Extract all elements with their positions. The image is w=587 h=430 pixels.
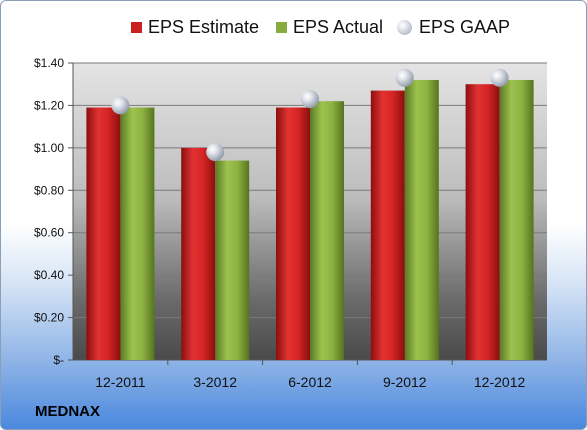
actual-bar <box>310 101 344 360</box>
legend-item-estimate: EPS Estimate <box>131 17 259 38</box>
estimate-bar <box>370 90 405 360</box>
x-axis-ticks: 12-2011 3-2012 6-2012 9-2012 12-2012 <box>95 360 525 390</box>
x-tick-label: 12-2012 <box>474 374 526 390</box>
legend-label-estimate: EPS Estimate <box>148 17 260 37</box>
bars <box>86 79 534 360</box>
y-tick-label: $1.20 <box>34 98 64 112</box>
x-tick-label: 6-2012 <box>288 374 332 390</box>
legend-marker-gaap <box>397 20 412 35</box>
gaap-markers <box>111 68 509 162</box>
y-tick-label: $0.60 <box>34 226 64 240</box>
y-axis-ticks: $- $0.20 $0.40 $0.60 $0.80 $1.00 $1.20 $1.40 <box>34 56 547 367</box>
legend-item-actual: EPS Actual <box>276 17 383 38</box>
x-tick-label: 12-2011 <box>95 374 146 390</box>
y-tick-label: $0.80 <box>34 183 64 197</box>
y-tick-label: $1.00 <box>34 141 64 155</box>
y-tick-label: $- <box>53 353 64 367</box>
gaap-marker <box>301 90 319 109</box>
actual-bar <box>120 107 155 360</box>
estimate-bar <box>276 107 310 360</box>
y-tick-label: $0.20 <box>34 311 64 325</box>
y-tick-label: $0.40 <box>34 268 64 282</box>
estimate-bar <box>465 84 500 360</box>
legend-item-gaap: EPS GAAP <box>397 17 510 38</box>
y-tick-label: $1.40 <box>34 56 64 70</box>
gaap-marker <box>490 68 509 87</box>
legend-label-gaap: EPS GAAP <box>419 17 511 37</box>
actual-bar <box>215 160 250 360</box>
company-name: MEDNAX <box>35 403 101 420</box>
gaap-marker <box>206 143 225 162</box>
legend-swatch-estimate <box>131 22 142 33</box>
x-tick-label: 9-2012 <box>383 374 427 390</box>
actual-bar <box>499 79 534 360</box>
gaap-marker <box>111 96 130 115</box>
estimate-bar <box>181 147 216 360</box>
legend-label-actual: EPS Actual <box>293 17 384 37</box>
estimate-bar <box>86 107 121 360</box>
legend: EPS Estimate EPS Actual EPS GAAP <box>1 17 586 43</box>
actual-bar <box>404 79 439 360</box>
gaap-marker <box>395 68 414 87</box>
x-tick-label: 3-2012 <box>193 374 237 390</box>
legend-swatch-actual <box>276 22 287 33</box>
